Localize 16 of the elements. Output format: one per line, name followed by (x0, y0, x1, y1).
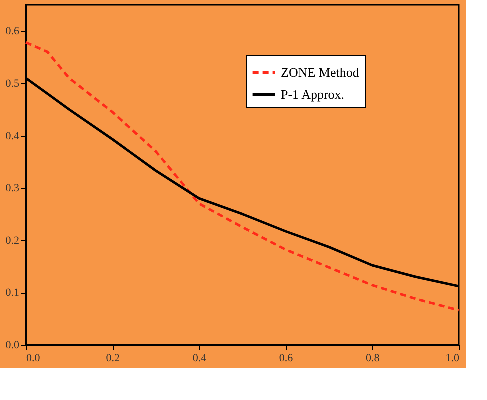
x-tick-label: 0.8 (366, 352, 380, 364)
x-tick-label: 0.2 (106, 352, 120, 364)
line-series (24, 41, 460, 312)
y-tick-label: 0.0 (6, 340, 20, 352)
y-tick-label: 0.4 (6, 130, 20, 142)
x-tick-label: 0.0 (26, 352, 41, 364)
legend-label: P-1 Approx. (281, 87, 345, 102)
legend-label: ZONE Method (281, 65, 360, 80)
y-tick-label: 0.5 (6, 78, 20, 90)
x-tick-label: 1.0 (446, 352, 460, 364)
y-tick-label: 0.2 (6, 234, 20, 247)
y-tick-label: 0.1 (6, 287, 20, 300)
x-tick-label: 0.6 (279, 352, 294, 364)
y-tick-label: 0.3 (6, 182, 20, 195)
y-tick-label: 0.6 (6, 26, 20, 38)
x-tick-label: 0.4 (192, 352, 208, 364)
